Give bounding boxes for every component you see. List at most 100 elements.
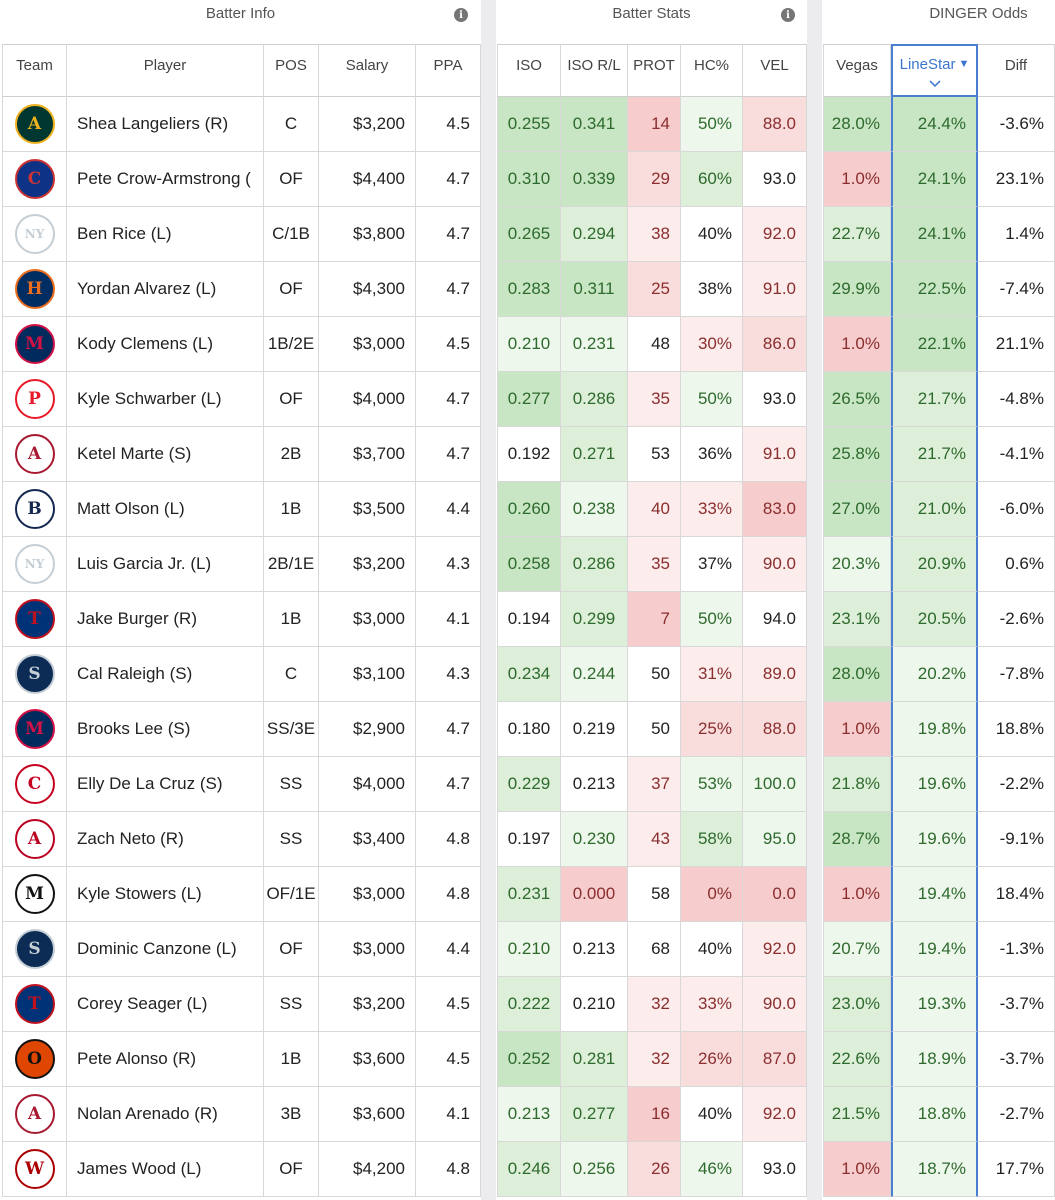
- cell-iso-rl: 0.244: [561, 647, 628, 702]
- cell-player[interactable]: Kyle Schwarber (L): [67, 372, 264, 427]
- cell-pos: OF/1E: [264, 867, 319, 922]
- cell-team: C: [2, 152, 67, 207]
- cell-player[interactable]: Jake Burger (R): [67, 592, 264, 647]
- cell-vegas: 22.7%: [823, 207, 891, 262]
- prot-value: 38: [651, 224, 670, 243]
- ppa-value: 4.5: [446, 1049, 470, 1068]
- cell-pos: C: [264, 97, 319, 152]
- cell-hc: 60%: [681, 152, 743, 207]
- cell-player[interactable]: Luis Garcia Jr. (L): [67, 537, 264, 592]
- ppa-value: 4.7: [446, 719, 470, 738]
- batter-info-title: Batter Info: [205, 5, 276, 22]
- column-header-linestar[interactable]: LineStar ▼: [891, 44, 978, 97]
- batter-stats-section: Batter Stats i: [496, 0, 807, 1200]
- cell-pos: OF: [264, 262, 319, 317]
- column-header-prot[interactable]: PROT: [628, 44, 681, 97]
- prot-value: 29: [651, 169, 670, 188]
- team-logo-icon: M: [14, 709, 55, 749]
- column-header-salary[interactable]: Salary: [319, 44, 416, 97]
- cell-player[interactable]: Cal Raleigh (S): [67, 647, 264, 702]
- cell-player[interactable]: Kyle Stowers (L): [67, 867, 264, 922]
- cell-player[interactable]: Dominic Canzone (L): [67, 922, 264, 977]
- cell-player[interactable]: Brooks Lee (S): [67, 702, 264, 757]
- cell-player[interactable]: Kody Clemens (L): [67, 317, 264, 372]
- cell-iso: 0.283: [497, 262, 561, 317]
- vel-value: 92.0: [762, 1104, 796, 1123]
- cell-vegas: 28.0%: [823, 97, 891, 152]
- diff-value: -2.6%: [999, 609, 1044, 628]
- cell-vegas: 1.0%: [823, 1142, 891, 1197]
- cell-player[interactable]: Ben Rice (L): [67, 207, 264, 262]
- column-header-pos[interactable]: POS: [264, 44, 319, 97]
- cell-iso-rl: 0.230: [561, 812, 628, 867]
- cell-hc: 40%: [681, 207, 743, 262]
- player-value: James Wood (L): [77, 1159, 202, 1178]
- cell-linestar: 19.6%: [891, 757, 978, 812]
- cell-pos: OF: [264, 372, 319, 427]
- linestar-value: 20.5%: [917, 609, 966, 628]
- column-header-player[interactable]: Player: [67, 44, 264, 97]
- salary-value: $3,700: [353, 444, 405, 463]
- cell-player[interactable]: Corey Seager (L): [67, 977, 264, 1032]
- column-header-ppa[interactable]: PPA: [416, 44, 481, 97]
- ppa-value: 4.7: [446, 279, 470, 298]
- column-header-hc[interactable]: HC%: [681, 44, 743, 97]
- column-header-label: PPA: [433, 57, 463, 74]
- cell-player[interactable]: Pete Alonso (R): [67, 1032, 264, 1087]
- pos-value: OF: [279, 1159, 303, 1178]
- cell-linestar: 18.8%: [891, 1087, 978, 1142]
- linestar-value: 19.6%: [917, 829, 966, 848]
- cell-player[interactable]: Elly De La Cruz (S): [67, 757, 264, 812]
- iso-rl-value: 0.244: [572, 664, 616, 683]
- hc-value: 25%: [697, 719, 732, 738]
- diff-value: -4.1%: [999, 444, 1044, 463]
- iso-value: 0.222: [507, 994, 551, 1013]
- vegas-value: 23.0%: [831, 994, 880, 1013]
- prot-value: 16: [651, 1104, 670, 1123]
- prot-value: 37: [651, 774, 670, 793]
- column-header-diff[interactable]: Diff: [978, 44, 1055, 97]
- linestar-value: 19.6%: [917, 774, 966, 793]
- vegas-value: 21.8%: [831, 774, 880, 793]
- cell-diff: -3.7%: [978, 1032, 1055, 1087]
- player-value: Pete Crow-Armstrong (: [77, 169, 251, 188]
- cell-vel: 91.0: [743, 427, 807, 482]
- cell-vel: 83.0: [743, 482, 807, 537]
- cell-vegas: 23.1%: [823, 592, 891, 647]
- cell-salary: $3,400: [319, 812, 416, 867]
- pos-value: 1B: [280, 609, 302, 628]
- cell-vel: 92.0: [743, 1087, 807, 1142]
- salary-value: $4,400: [353, 169, 405, 188]
- vel-value: 90.0: [762, 994, 796, 1013]
- salary-value: $3,800: [353, 224, 405, 243]
- cell-player[interactable]: Ketel Marte (S): [67, 427, 264, 482]
- salary-value: $3,600: [353, 1049, 405, 1068]
- info-icon[interactable]: i: [781, 8, 795, 22]
- cell-player[interactable]: Pete Crow-Armstrong (: [67, 152, 264, 207]
- column-header-vegas[interactable]: Vegas: [823, 44, 891, 97]
- cell-vegas: 28.7%: [823, 812, 891, 867]
- cell-ppa: 4.8: [416, 812, 481, 867]
- cell-player[interactable]: Matt Olson (L): [67, 482, 264, 537]
- column-header-team[interactable]: Team: [2, 44, 67, 97]
- cell-iso: 0.260: [497, 482, 561, 537]
- cell-team: M: [2, 702, 67, 757]
- ppa-value: 4.8: [446, 884, 470, 903]
- column-header-vel[interactable]: VEL: [743, 44, 807, 97]
- prot-value: 32: [651, 1049, 670, 1068]
- cell-vegas: 21.8%: [823, 757, 891, 812]
- cell-player[interactable]: Shea Langeliers (R): [67, 97, 264, 152]
- cell-player[interactable]: Nolan Arenado (R): [67, 1087, 264, 1142]
- diff-value: -7.4%: [999, 279, 1044, 298]
- cell-player[interactable]: Zach Neto (R): [67, 812, 264, 867]
- cell-linestar: 22.1%: [891, 317, 978, 372]
- column-header-iso[interactable]: ISO: [497, 44, 561, 97]
- cell-iso: 0.231: [497, 867, 561, 922]
- cell-linestar: 21.0%: [891, 482, 978, 537]
- info-icon[interactable]: i: [454, 8, 468, 22]
- cell-player[interactable]: Yordan Alvarez (L): [67, 262, 264, 317]
- section-divider: [481, 0, 496, 1200]
- column-header-iso-rl[interactable]: ISO R/L: [561, 44, 628, 97]
- cell-prot: 35: [628, 537, 681, 592]
- cell-player[interactable]: James Wood (L): [67, 1142, 264, 1197]
